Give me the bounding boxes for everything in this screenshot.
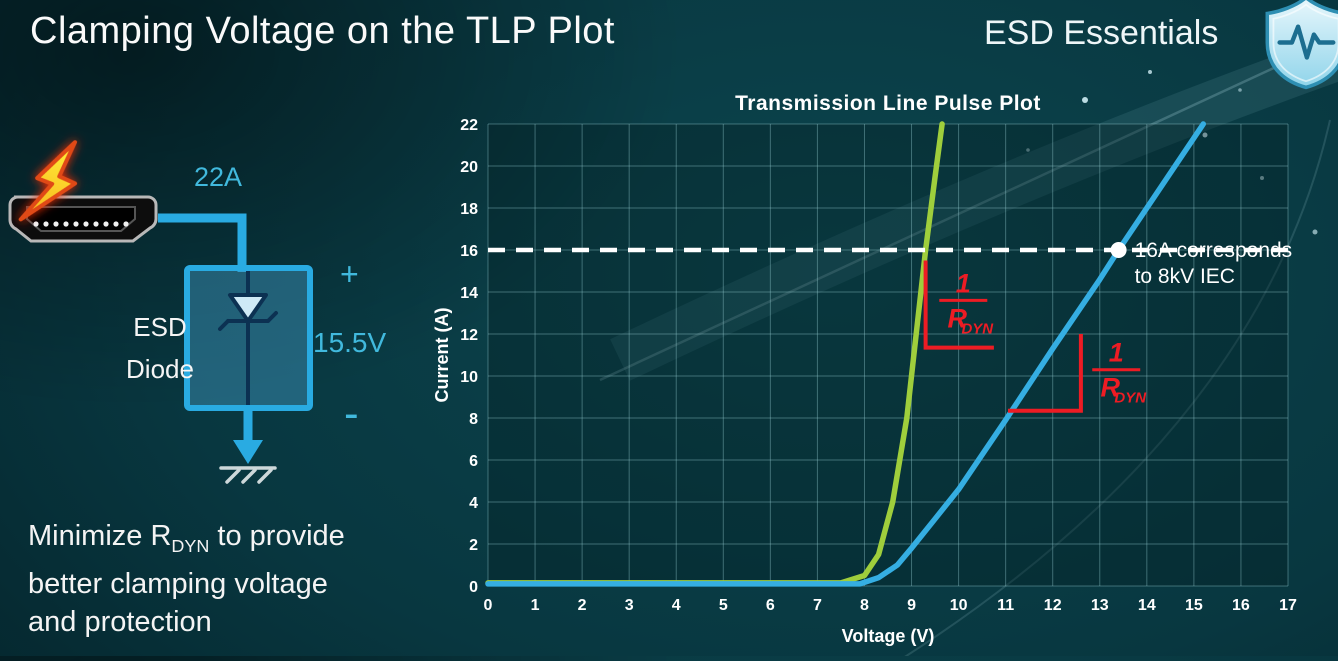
svg-text:0: 0 bbox=[484, 597, 493, 614]
note-line-1: Minimize RDYN to provide bbox=[28, 520, 345, 556]
svg-text:18: 18 bbox=[460, 201, 478, 218]
svg-text:DYN: DYN bbox=[961, 320, 994, 337]
svg-text:9: 9 bbox=[907, 597, 916, 614]
svg-text:1: 1 bbox=[956, 268, 971, 298]
svg-text:17: 17 bbox=[1279, 597, 1297, 614]
circuit-graphics bbox=[8, 140, 313, 484]
svg-text:10: 10 bbox=[950, 597, 968, 614]
svg-text:20: 20 bbox=[460, 159, 478, 176]
svg-text:R: R bbox=[1100, 373, 1120, 403]
shield-pulse-icon bbox=[1265, 0, 1338, 90]
svg-text:12: 12 bbox=[1044, 597, 1062, 614]
clamp-voltage-label: 15.5V bbox=[313, 327, 387, 358]
svg-text:1: 1 bbox=[1109, 338, 1124, 368]
rdyn-subscript: DYN bbox=[171, 535, 210, 556]
note-line-3: and protection bbox=[28, 605, 212, 638]
surge-current-label: 22A bbox=[194, 162, 243, 192]
svg-text:DYN: DYN bbox=[1114, 390, 1147, 407]
svg-text:8: 8 bbox=[469, 411, 478, 428]
esd-diode-symbol bbox=[184, 265, 313, 411]
svg-text:16A corresponds: 16A corresponds bbox=[1135, 239, 1293, 262]
page-title: Clamping Voltage on the TLP Plot bbox=[30, 10, 615, 52]
svg-text:6: 6 bbox=[766, 597, 775, 614]
svg-text:14: 14 bbox=[460, 285, 478, 302]
svg-text:3: 3 bbox=[625, 597, 634, 614]
svg-text:16: 16 bbox=[460, 243, 478, 260]
note-line-2: better clamping voltage bbox=[28, 567, 328, 600]
svg-text:16: 16 bbox=[1232, 597, 1250, 614]
svg-text:R: R bbox=[948, 303, 968, 333]
svg-text:6: 6 bbox=[469, 453, 478, 470]
svg-text:15: 15 bbox=[1185, 597, 1203, 614]
svg-text:2: 2 bbox=[469, 537, 478, 554]
svg-text:7: 7 bbox=[813, 597, 822, 614]
tlp-chart: 1 R DYN 1 R DYN 16A corresponds to 8kV IEC 0 1 2 3 4… bbox=[432, 88, 1338, 656]
svg-text:13: 13 bbox=[1091, 597, 1109, 614]
svg-text:14: 14 bbox=[1138, 597, 1156, 614]
svg-text:8: 8 bbox=[860, 597, 869, 614]
svg-text:Voltage (V): Voltage (V) bbox=[842, 626, 935, 646]
svg-text:5: 5 bbox=[719, 597, 728, 614]
svg-text:4: 4 bbox=[469, 495, 478, 512]
plus-polarity-label: + bbox=[340, 256, 359, 292]
svg-text:to 8kV IEC: to 8kV IEC bbox=[1135, 265, 1235, 288]
surge-wire bbox=[158, 213, 247, 272]
svg-text:Transmission Line Pulse Plot: Transmission Line Pulse Plot bbox=[735, 92, 1041, 115]
svg-text:22: 22 bbox=[460, 117, 478, 134]
svg-text:2: 2 bbox=[578, 597, 587, 614]
hdmi-connector-icon bbox=[8, 195, 158, 243]
esd-circuit-diagram bbox=[0, 90, 430, 520]
lightning-bolt-icon bbox=[18, 140, 78, 222]
minus-polarity-label: - bbox=[344, 389, 359, 438]
takeaway-note: Minimize RDYN to provide better clamping… bbox=[28, 517, 345, 641]
svg-text:4: 4 bbox=[672, 597, 681, 614]
brand-title: ESD Essentials bbox=[984, 14, 1219, 52]
device-label-line1: ESD bbox=[133, 312, 187, 342]
device-label: ESD Diode bbox=[110, 306, 210, 390]
svg-text:10: 10 bbox=[460, 369, 478, 386]
svg-text:11: 11 bbox=[997, 597, 1014, 614]
svg-text:Current (A): Current (A) bbox=[432, 308, 452, 403]
svg-text:12: 12 bbox=[460, 327, 478, 344]
device-label-line2: Diode bbox=[126, 354, 194, 384]
svg-text:0: 0 bbox=[469, 579, 478, 596]
esd-shield-logo bbox=[1262, 0, 1338, 96]
ground-symbol bbox=[219, 408, 277, 484]
svg-text:1: 1 bbox=[531, 597, 540, 614]
